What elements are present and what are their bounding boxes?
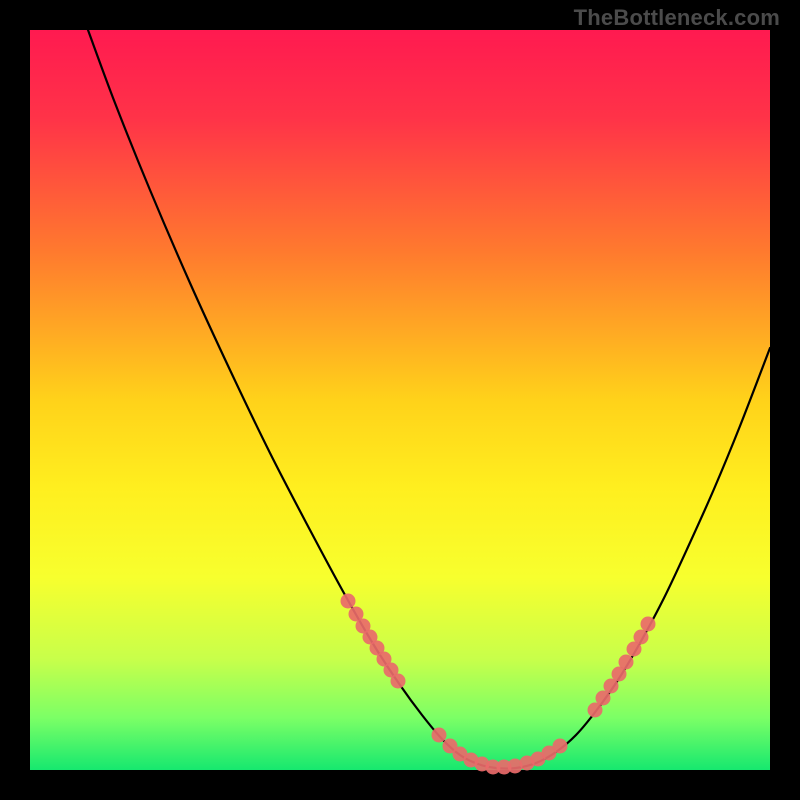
curve-layer [30, 30, 770, 770]
marker-dot [619, 655, 634, 670]
marker-group [341, 594, 656, 775]
chart-frame: TheBottleneck.com [0, 0, 800, 800]
marker-dot [432, 728, 447, 743]
watermark-text: TheBottleneck.com [574, 5, 780, 31]
plot-area [30, 30, 770, 770]
marker-dot [634, 630, 649, 645]
marker-dot [341, 594, 356, 609]
bottleneck-curve [88, 30, 770, 769]
marker-dot [391, 674, 406, 689]
marker-dot [553, 739, 568, 754]
marker-dot [641, 617, 656, 632]
